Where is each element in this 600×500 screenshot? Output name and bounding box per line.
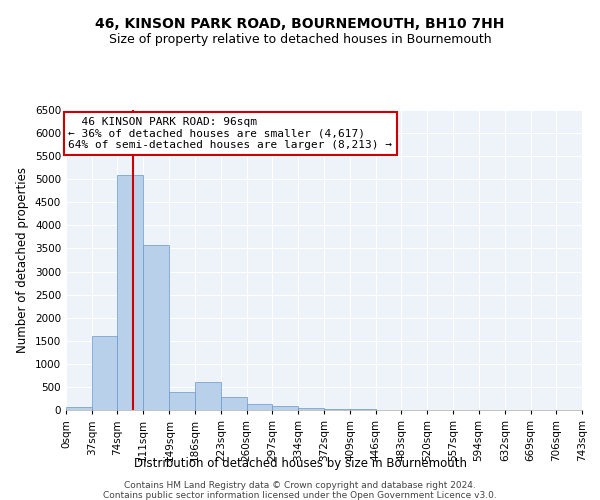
- Bar: [66, 408, 92, 410]
- Bar: [92, 336, 118, 410]
- Bar: [118, 174, 143, 410]
- Bar: [298, 408, 325, 410]
- Bar: [221, 397, 247, 410]
- Text: Distribution of detached houses by size in Bournemouth: Distribution of detached houses by size …: [133, 458, 467, 470]
- Bar: [169, 392, 195, 410]
- Bar: [325, 409, 350, 410]
- Y-axis label: Number of detached properties: Number of detached properties: [16, 167, 29, 353]
- Text: 46 KINSON PARK ROAD: 96sqm
← 36% of detached houses are smaller (4,617)
64% of s: 46 KINSON PARK ROAD: 96sqm ← 36% of deta…: [68, 117, 392, 150]
- Bar: [143, 245, 169, 410]
- Text: Contains public sector information licensed under the Open Government Licence v3: Contains public sector information licen…: [103, 491, 497, 500]
- Text: Size of property relative to detached houses in Bournemouth: Size of property relative to detached ho…: [109, 32, 491, 46]
- Bar: [272, 406, 298, 410]
- Text: 46, KINSON PARK ROAD, BOURNEMOUTH, BH10 7HH: 46, KINSON PARK ROAD, BOURNEMOUTH, BH10 …: [95, 18, 505, 32]
- Bar: [195, 382, 221, 410]
- Bar: [247, 404, 272, 410]
- Text: Contains HM Land Registry data © Crown copyright and database right 2024.: Contains HM Land Registry data © Crown c…: [124, 481, 476, 490]
